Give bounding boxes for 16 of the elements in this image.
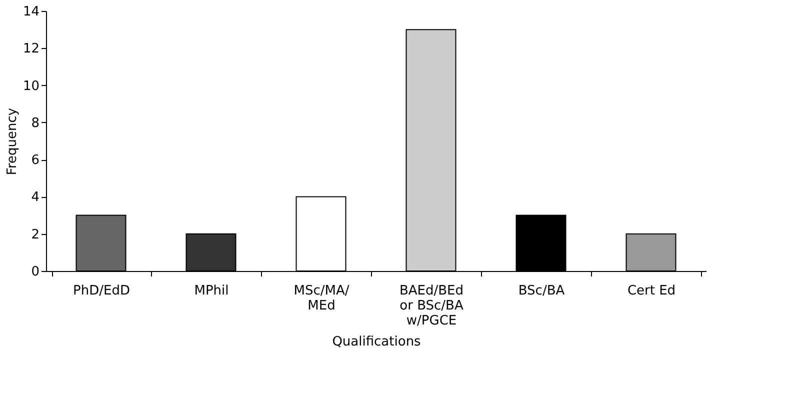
x-tick-label: BSc/BA	[518, 284, 565, 298]
y-tick-label: 8	[31, 116, 40, 131]
y-tick-label: 10	[22, 78, 40, 94]
y-tick-label: 0	[31, 264, 40, 280]
x-tick-label: Cert Ed	[627, 284, 676, 298]
y-tick-label: 2	[31, 227, 40, 242]
x-tick-label: MSc/MA/ MEd	[294, 284, 350, 314]
y-tick-label: 4	[31, 190, 40, 206]
y-axis-title: Frequency	[4, 108, 20, 176]
y-tick-label: 6	[31, 153, 40, 168]
y-tick-label: 14	[22, 4, 40, 20]
x-tick-label: BAEd/BEd or BSc/BA w/PGCE	[399, 284, 464, 328]
y-tick-label: 12	[22, 42, 40, 57]
x-tick-label: MPhil	[194, 284, 229, 298]
x-tick-label: PhD/EdD	[73, 284, 130, 298]
x-axis-title: Qualifications	[332, 334, 422, 350]
